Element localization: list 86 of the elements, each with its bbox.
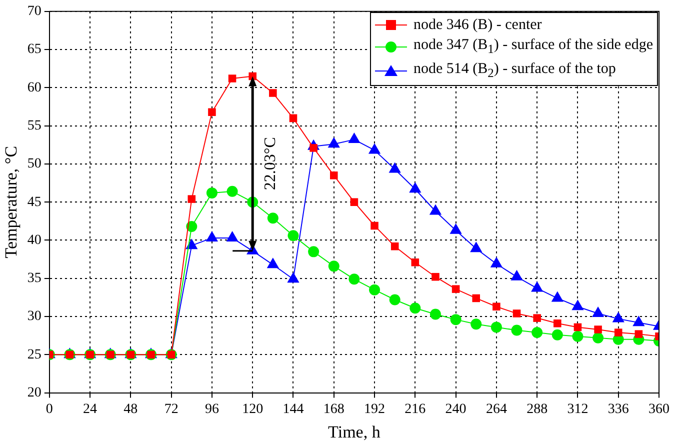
- point: [429, 204, 442, 215]
- point: [348, 132, 360, 144]
- point: [594, 326, 602, 334]
- point: [470, 318, 482, 330]
- x-tick-label: 72: [164, 402, 178, 417]
- x-tick-label: 264: [486, 402, 507, 417]
- y-tick-label: 30: [27, 309, 42, 324]
- point: [368, 143, 381, 154]
- point: [390, 242, 399, 250]
- x-tick-label: 96: [204, 402, 219, 417]
- legend-label: node 346 (B) - center: [413, 16, 542, 35]
- y-tick-label: 20: [27, 385, 42, 400]
- point: [450, 314, 462, 326]
- point: [572, 330, 584, 342]
- point: [452, 285, 460, 293]
- x-tick-label: 0: [46, 402, 53, 417]
- point: [511, 324, 522, 336]
- y-tick-label: 35: [27, 271, 42, 286]
- y-tick-label: 50: [27, 156, 42, 172]
- x-tick-label: 144: [282, 402, 304, 417]
- point: [614, 328, 622, 336]
- point: [532, 327, 543, 338]
- x-axis-title: Time, h: [328, 422, 381, 442]
- y-tick-label: 65: [27, 42, 42, 58]
- x-tick-label: 48: [124, 402, 138, 417]
- x-tick-label: 120: [242, 402, 264, 417]
- annotation: 22.03°C: [262, 137, 279, 190]
- point: [472, 294, 480, 302]
- point: [492, 302, 500, 310]
- x-tick-label: 24: [83, 402, 98, 417]
- point: [572, 300, 584, 310]
- point: [287, 272, 300, 283]
- point: [308, 246, 320, 258]
- point: [410, 302, 421, 314]
- point: [348, 274, 360, 285]
- point: [533, 314, 541, 322]
- y-tick-label: 55: [27, 118, 42, 134]
- point: [350, 198, 358, 206]
- point: [206, 187, 218, 198]
- y-tick-label: 70: [27, 4, 42, 20]
- point: [269, 89, 277, 97]
- point: [450, 223, 462, 234]
- point: [370, 222, 378, 230]
- point: [188, 195, 196, 203]
- y-tick-label: 25: [27, 347, 42, 362]
- y-tick-label: 60: [27, 80, 42, 96]
- point: [208, 108, 216, 116]
- point: [574, 323, 582, 332]
- point: [389, 294, 400, 306]
- point: [552, 329, 563, 340]
- point: [328, 260, 340, 272]
- point: [328, 137, 340, 148]
- point: [288, 230, 299, 242]
- point: [330, 172, 338, 180]
- point: [554, 319, 562, 328]
- x-tick-label: 192: [364, 402, 386, 417]
- point: [226, 186, 238, 197]
- x-tick-label: 168: [323, 402, 344, 417]
- point: [266, 258, 279, 268]
- y-tick-label: 45: [27, 194, 42, 210]
- point: [369, 284, 380, 296]
- x-tick-label: 288: [526, 402, 548, 417]
- point: [512, 310, 521, 318]
- point: [388, 162, 401, 173]
- point: [634, 330, 643, 338]
- point: [409, 182, 422, 193]
- y-tick-label: 40: [27, 232, 42, 248]
- legend-label: node 347 (B$_{1}$) - surface of the side edge: [413, 36, 653, 58]
- point: [411, 258, 420, 266]
- point: [267, 212, 278, 224]
- legend-label: node 514 (B$_{2}$) - surface of the top: [413, 60, 616, 82]
- point: [289, 114, 298, 122]
- point: [186, 221, 198, 232]
- point: [248, 72, 256, 80]
- x-tick-label: 216: [404, 402, 426, 417]
- point: [430, 308, 441, 320]
- point: [490, 322, 502, 333]
- x-tick-label: 312: [567, 402, 588, 417]
- y-axis-title: Temperature, °C: [2, 146, 21, 258]
- point: [432, 272, 440, 281]
- point: [470, 242, 482, 252]
- x-tick-label: 240: [445, 402, 466, 417]
- x-tick-label: 336: [608, 402, 629, 417]
- point: [592, 332, 604, 344]
- x-tick-label: 360: [648, 402, 670, 417]
- point: [228, 74, 236, 82]
